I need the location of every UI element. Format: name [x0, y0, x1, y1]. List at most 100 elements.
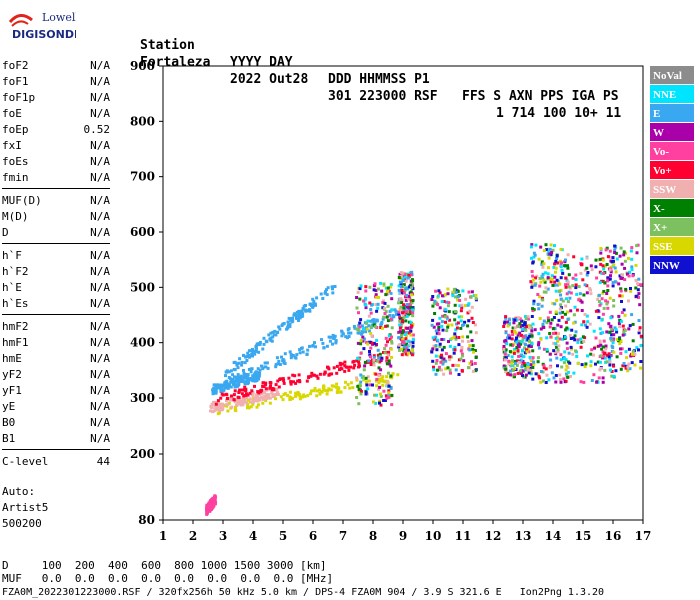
echo-point	[633, 363, 637, 367]
echo-point	[266, 396, 270, 400]
echo-point	[522, 335, 526, 339]
echo-point	[437, 328, 441, 332]
echo-point	[621, 324, 625, 328]
echo-point	[352, 366, 356, 370]
echo-point	[457, 336, 461, 339]
echo-point	[237, 398, 241, 402]
echo-point	[360, 332, 364, 336]
echo-point	[386, 353, 390, 357]
echo-point	[374, 325, 377, 329]
echo-point	[301, 313, 305, 317]
echo-point	[235, 377, 239, 381]
echo-point	[519, 369, 523, 373]
echo-point	[372, 358, 376, 362]
echo-point	[390, 403, 394, 407]
echo-point	[558, 373, 562, 377]
echo-point	[533, 328, 537, 332]
echo-point	[359, 339, 363, 342]
echo-point	[401, 319, 404, 323]
echo-point	[467, 319, 471, 323]
echo-point	[605, 353, 609, 357]
echo-point	[529, 280, 533, 284]
echo-point	[243, 400, 247, 404]
echo-point	[470, 339, 474, 343]
param-row: h`F N/A	[2, 248, 110, 264]
echo-point	[515, 340, 519, 344]
echo-point	[608, 249, 612, 253]
echo-point	[622, 253, 626, 257]
echo-point	[569, 345, 573, 349]
echo-point	[628, 270, 632, 274]
echo-point	[601, 331, 605, 335]
echo-point	[459, 349, 463, 353]
echo-point	[274, 397, 278, 401]
echo-point	[313, 341, 316, 345]
echo-point	[600, 272, 604, 275]
echo-point	[471, 369, 475, 373]
echo-point	[378, 355, 382, 359]
echo-point	[409, 290, 413, 294]
echo-point	[240, 363, 244, 367]
echo-point	[309, 392, 313, 396]
echo-point	[502, 345, 506, 348]
echo-point	[474, 356, 478, 359]
echo-point	[327, 373, 331, 377]
echo-point	[378, 379, 382, 383]
echo-point	[461, 354, 465, 358]
echo-point	[553, 350, 557, 354]
echo-point	[451, 290, 455, 294]
echo-point	[440, 368, 443, 372]
echo-point	[577, 285, 581, 289]
echo-point	[560, 261, 563, 265]
x-tick-label: 1	[159, 529, 167, 543]
echo-point	[593, 346, 596, 350]
echo-point	[549, 358, 553, 362]
echo-point	[506, 324, 510, 328]
echo-point	[452, 335, 456, 339]
legend-swatch	[650, 218, 694, 236]
echo-point	[630, 265, 634, 269]
echo-point	[283, 352, 287, 356]
echo-point	[579, 345, 583, 349]
echo-point	[602, 339, 606, 343]
echo-point	[353, 326, 357, 330]
echo-point	[315, 374, 319, 378]
param-row: h`F2 N/A	[2, 264, 110, 280]
echo-point	[435, 348, 439, 352]
echo-point	[564, 285, 568, 289]
echo-point	[320, 338, 323, 342]
echo-point	[456, 295, 460, 299]
echo-point	[448, 344, 452, 348]
echo-point	[403, 331, 407, 335]
echo-point	[276, 330, 280, 334]
echo-point	[606, 279, 610, 283]
echo-point	[448, 358, 452, 362]
header-station-value: Fortaleza	[140, 55, 211, 70]
echo-point	[615, 257, 619, 261]
param-name: yF1	[2, 384, 22, 397]
echo-point	[406, 276, 410, 280]
echo-point	[364, 285, 368, 289]
echo-point	[446, 366, 450, 370]
echo-point	[504, 370, 508, 374]
echo-point	[585, 314, 589, 318]
echo-point	[382, 284, 386, 288]
y-tick-label: 500	[130, 280, 155, 294]
echo-point	[255, 405, 259, 409]
echo-point	[383, 399, 387, 402]
echo-point	[274, 363, 278, 367]
echo-point	[332, 336, 336, 340]
echo-point	[510, 337, 514, 341]
echo-point	[513, 326, 517, 330]
echo-point	[461, 323, 464, 327]
echo-point	[564, 283, 568, 287]
echo-point	[400, 331, 404, 335]
echo-point	[630, 352, 634, 356]
echo-point	[581, 278, 585, 282]
echo-point	[552, 316, 556, 319]
echo-point	[213, 408, 217, 412]
echo-point	[341, 362, 344, 366]
echo-point	[613, 266, 617, 270]
echo-point	[459, 309, 463, 313]
echo-point	[387, 395, 391, 399]
